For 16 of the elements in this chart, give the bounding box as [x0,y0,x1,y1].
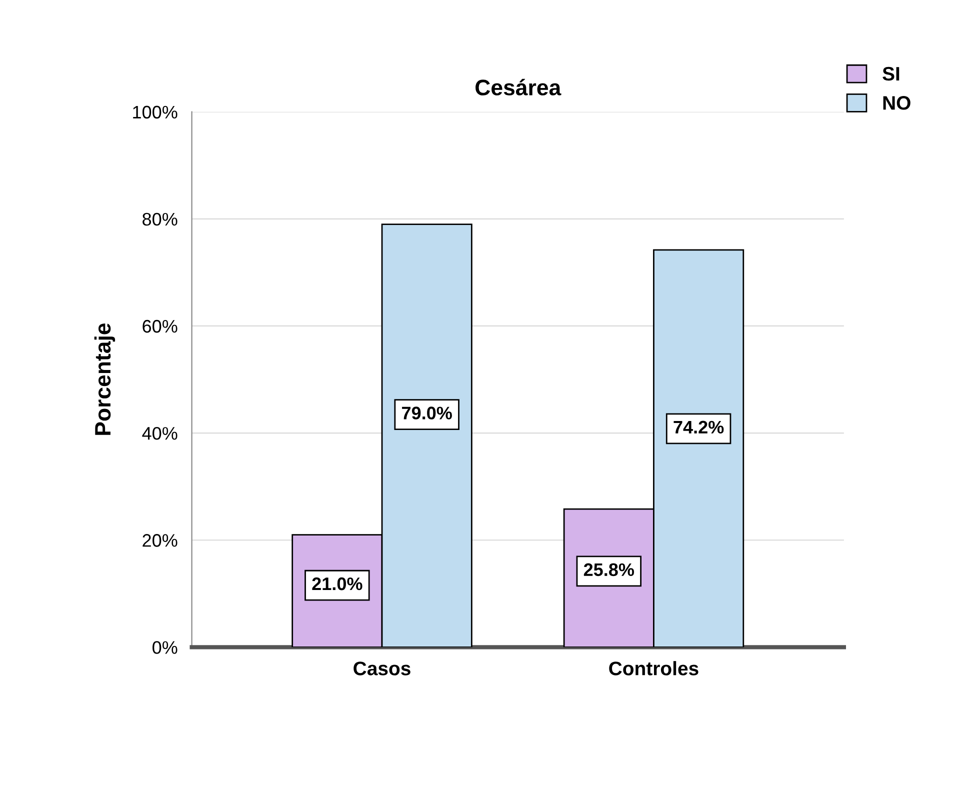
data-label: 74.2% [674,420,724,434]
data-label: 21.0% [312,577,362,590]
data-label: 79.0% [402,406,452,420]
x-tick-label: Controles [609,661,698,676]
y-tick-label: 0% [152,641,178,654]
y-tick-label: 60% [142,320,178,333]
chart-title: Cesárea [476,78,562,96]
y-tick-label: 40% [142,426,178,440]
data-label: 25.8% [584,563,634,576]
x-tick-label: Casos [354,662,410,676]
y-tick-label: 100% [133,106,178,119]
legend-label: NO [883,96,910,110]
legend-label: SI [882,66,900,81]
y-tick-label: 20% [142,534,178,547]
y-axis-title: Porcentaje [94,323,116,435]
y-tick-label: 80% [142,212,178,226]
